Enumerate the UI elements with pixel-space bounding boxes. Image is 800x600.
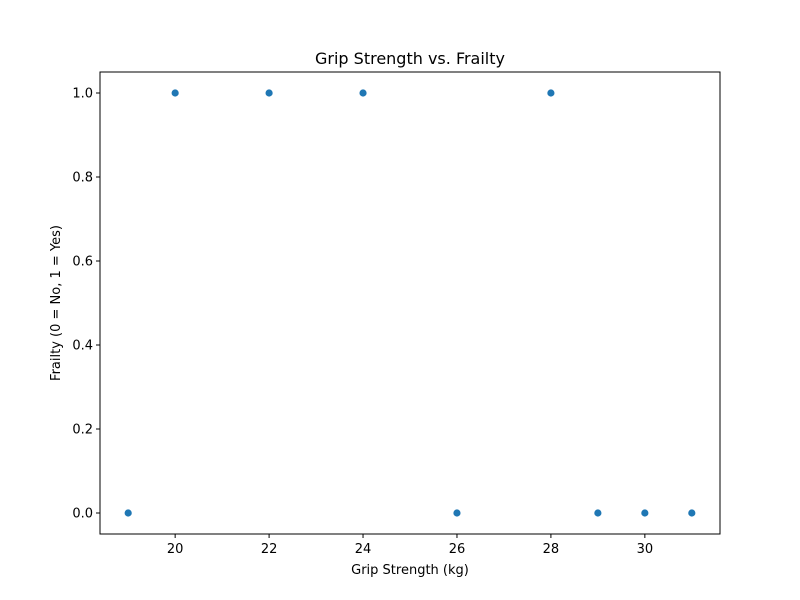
data-point (171, 89, 179, 97)
data-point (594, 509, 602, 517)
y-tick-label: 0.0 (72, 507, 93, 522)
data-point (453, 509, 461, 517)
x-tick-label: 30 (637, 542, 654, 557)
x-tick-label: 28 (543, 542, 560, 557)
y-tick-label: 0.8 (72, 171, 93, 186)
chart-title: Grip Strength vs. Frailty (315, 49, 505, 68)
y-axis: 0.0 0.2 0.4 0.6 0.8 1.0 (72, 87, 100, 522)
y-tick-label: 1.0 (72, 87, 93, 102)
y-tick-label: 0.2 (72, 423, 93, 438)
y-axis-label: Frailty (0 = No, 1 = Yes) (49, 225, 64, 381)
data-point (124, 509, 132, 517)
y-tick-label: 0.4 (72, 339, 93, 354)
data-point (547, 89, 555, 97)
data-point (641, 509, 649, 517)
x-tick-label: 26 (449, 542, 466, 557)
x-tick-label: 24 (355, 542, 372, 557)
x-axis-label: Grip Strength (kg) (351, 563, 469, 578)
data-point (688, 509, 696, 517)
data-point (265, 89, 273, 97)
x-tick-label: 22 (261, 542, 278, 557)
plot-frame (99, 71, 721, 535)
x-tick-label: 20 (167, 542, 184, 557)
x-axis: 20 22 24 26 28 30 (167, 534, 653, 557)
y-tick-label: 0.6 (72, 255, 93, 270)
data-point (359, 89, 367, 97)
plot-area (124, 89, 696, 517)
